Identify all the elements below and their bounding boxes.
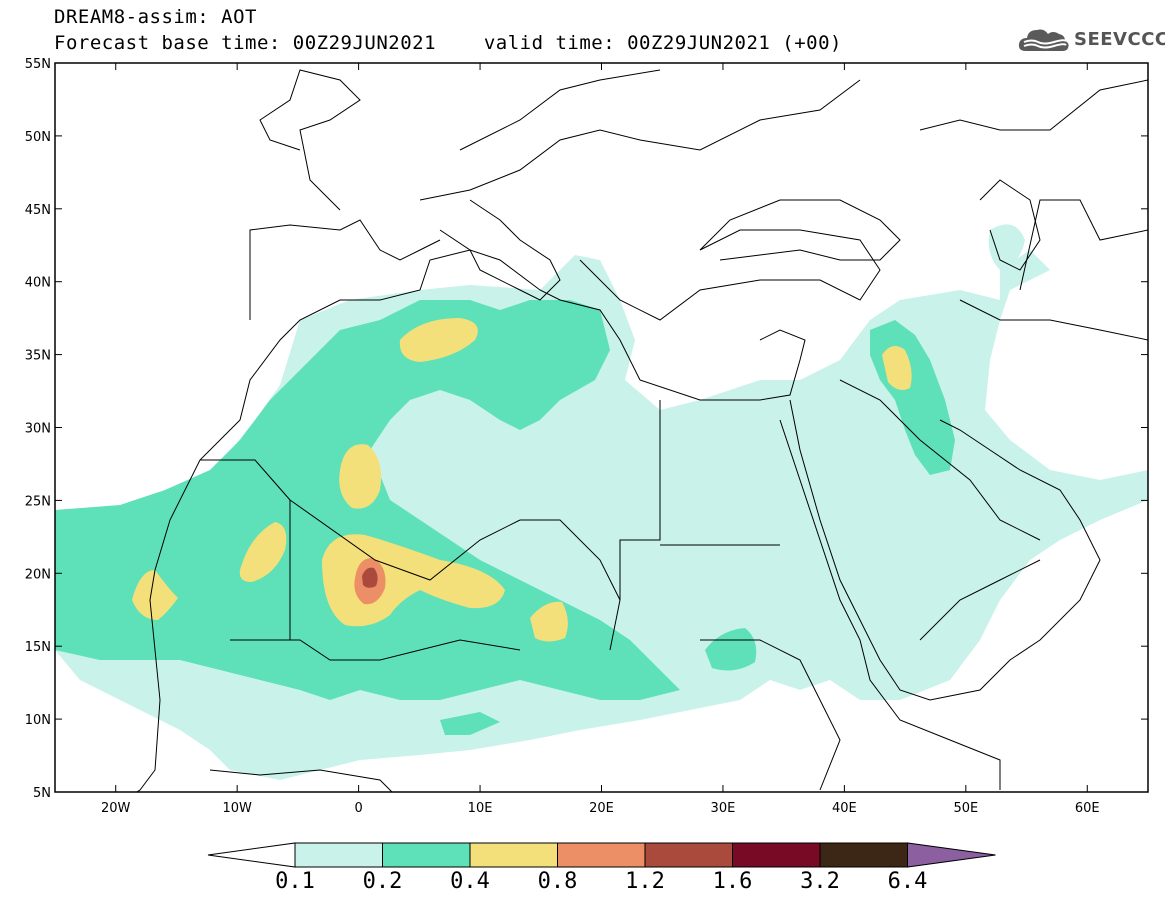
cloud-logo-icon (1018, 29, 1069, 51)
aot-contour-0.4-senegal (132, 570, 178, 620)
coastline-caspian (979, 179, 1041, 271)
colorbar-label: 0.8 (538, 869, 578, 894)
colorbar-bin (819, 842, 908, 868)
coastline-black-sea (699, 199, 901, 261)
border-europe (419, 79, 861, 201)
coastline-greece-turkey (579, 229, 881, 321)
lon-tick-label: 50E (953, 801, 978, 816)
coastline-gulf-guinea (209, 769, 393, 792)
colorbar-bin (382, 842, 471, 868)
coastline-levant-egypt (639, 329, 806, 401)
lon-tick-label: 60E (1075, 801, 1100, 816)
aot-contour-1.2 (362, 567, 378, 588)
coastlines-and-borders (135, 69, 1148, 792)
border-sahara-2 (289, 499, 521, 581)
coastline-italy (439, 199, 561, 301)
lon-tick-label: 10W (222, 801, 252, 816)
border-arabia (839, 379, 1041, 541)
colorbar-label: 0.1 (275, 869, 315, 894)
title-line2: Forecast base time: 00Z29JUN2021 valid t… (54, 32, 842, 54)
aot-contour-0.2-sudan (705, 628, 757, 671)
logo-text: SEEVCCC (1074, 28, 1165, 50)
aot-contour-0.4-iraq (882, 346, 912, 390)
valid-time-label: valid time: 00Z29JUN2021 (+00) (483, 32, 842, 54)
lat-tick-label: 35N (25, 349, 51, 364)
aot-contour-0.4-chad (530, 601, 568, 642)
colorbar-under-triangle (207, 842, 296, 868)
colorbar-bin (557, 842, 646, 868)
border-chad (520, 519, 621, 651)
coastline-red-sea (789, 399, 1101, 701)
lat-tick-label: 30N (25, 422, 51, 437)
seevccc-logo: SEEVCCC (1018, 25, 1165, 53)
lon-tick-label: 0 (354, 801, 362, 816)
colorbar-bin (732, 842, 821, 868)
border-iran-2 (1019, 199, 1148, 291)
border-sahara-1 (200, 459, 291, 640)
lat-tick-label: 20N (25, 567, 51, 582)
colorbar-label: 6.4 (888, 869, 928, 894)
border-niger-mali (230, 639, 521, 661)
lat-tick-label: 50N (25, 130, 51, 145)
lon-tick-label: 10E (468, 801, 493, 816)
coastline-africa-horn (779, 419, 1001, 790)
border-arabia-2 (919, 559, 1041, 641)
colorbar-over-triangle (907, 842, 996, 868)
aot-contour-0.4-algeria (339, 444, 382, 509)
colorbar-label: 1.2 (625, 869, 665, 894)
lon-tick-label: 20W (101, 801, 131, 816)
colorbar-label: 0.4 (450, 869, 490, 894)
aot-contour-0.4-algeria-north (399, 318, 478, 362)
lat-tick-label: 5N (33, 786, 51, 801)
lat-tick-label: 40N (25, 276, 51, 291)
lat-tick-label: 55N (25, 57, 51, 72)
colorbar: 0.1 0.2 0.4 0.8 1.2 1.6 3.2 6.4 (207, 842, 996, 894)
latitude-axis: 55N 50N 45N 40N 35N 30N 25N 20N 15N 10N 5N (25, 57, 1148, 801)
lat-tick-label: 15N (25, 640, 51, 655)
colorbar-label: 1.6 (713, 869, 753, 894)
border-libya-egypt (619, 400, 661, 600)
aot-contour-0.2-africa-south (440, 712, 500, 735)
colorbar-bin (294, 842, 383, 868)
lat-tick-label: 45N (25, 203, 51, 218)
border-central-asia (919, 79, 1148, 131)
colorbar-bin (469, 842, 558, 868)
lon-tick-label: 40E (832, 801, 857, 816)
border-iran (959, 299, 1148, 341)
base-time-label: Forecast base time: 00Z29JUN2021 (54, 32, 437, 54)
lon-tick-label: 30E (711, 801, 736, 816)
coastline-west-africa (135, 249, 641, 792)
colorbar-label: 0.2 (363, 869, 403, 894)
coastline-france-uk (259, 69, 361, 211)
lon-tick-label: 20E (589, 801, 614, 816)
lat-tick-label: 25N (25, 494, 51, 509)
aot-contour-0.1-east (988, 224, 1025, 270)
coastline-iberia (249, 219, 441, 320)
lat-tick-label: 10N (25, 713, 51, 728)
border-europe-2 (459, 69, 661, 151)
colorbar-bin (644, 842, 733, 868)
colorbar-label: 3.2 (800, 869, 840, 894)
aot-contour-0.4-mauritania (239, 522, 287, 582)
longitude-axis: 20W 10W 0 10E 20E 30E 40E 50E 60E (101, 63, 1100, 816)
border-sudan-ethiopia (700, 639, 841, 791)
title-line1: DREAM8-assim: AOT (54, 6, 257, 28)
aot-field (55, 224, 1148, 780)
